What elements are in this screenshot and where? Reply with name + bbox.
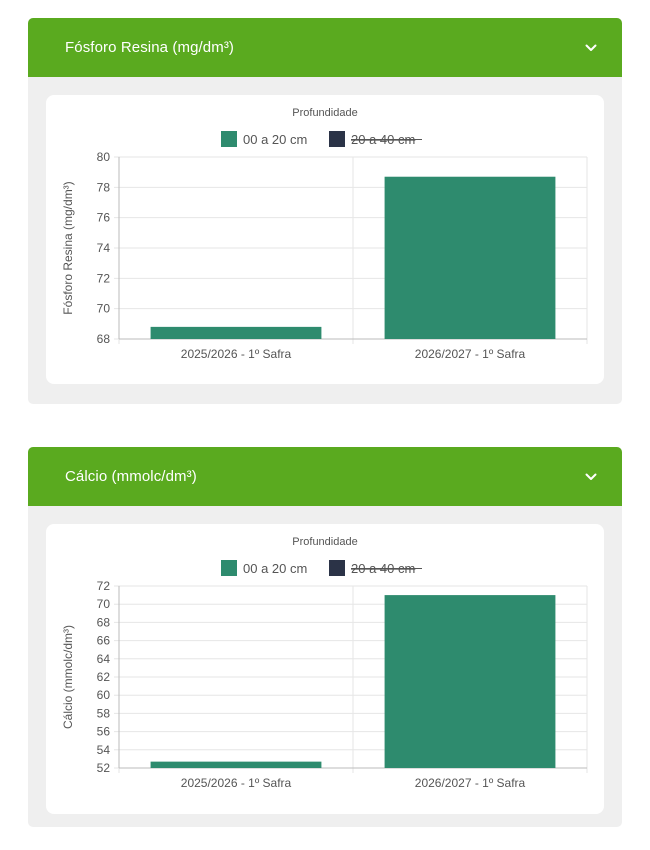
- phosphorus-chart: Profundidade 00 a 20 cm 20 a 40 cm 68 70 72 74…: [61, 107, 588, 361]
- legend-swatch: [221, 131, 237, 147]
- y-axis-label: Cálcio (mmolc/dm³): [61, 625, 75, 729]
- legend-title: Profundidade: [292, 536, 357, 548]
- y-tick-label: 62: [97, 670, 111, 684]
- calcium-panel: Cálcio (mmolc/dm³) Profundidade 00 a 20 c…: [28, 447, 622, 827]
- y-tick-label: 64: [97, 652, 111, 666]
- y-tick-label: 52: [97, 761, 111, 775]
- panel-title: Cálcio (mmolc/dm³): [65, 468, 197, 485]
- bar: [150, 761, 322, 768]
- x-tick-label: 2025/2026 - 1º Safra: [181, 347, 292, 361]
- y-axis-label: Fósforo Resina (mg/dm³): [61, 181, 75, 314]
- y-tick-label: 58: [97, 706, 111, 720]
- chart-card: Profundidade 00 a 20 cm 20 a 40 cm 68 70 72 74…: [46, 95, 604, 384]
- y-tick-label: 70: [97, 302, 111, 316]
- phosphorus-panel: Fósforo Resina (mg/dm³) Profundidade 00 a…: [28, 18, 622, 404]
- x-tick-label: 2026/2027 - 1º Safra: [415, 347, 526, 361]
- y-tick-label: 68: [97, 615, 111, 629]
- y-tick-label: 70: [97, 597, 111, 611]
- legend-label: 00 a 20 cm: [243, 561, 307, 576]
- y-tick-label: 76: [97, 211, 111, 225]
- legend-item[interactable]: 00 a 20 cm: [221, 131, 307, 147]
- bar: [384, 595, 556, 768]
- legend-item[interactable]: 20 a 40 cm: [329, 560, 422, 576]
- y-tick-label: 68: [97, 332, 111, 346]
- bar: [150, 326, 322, 339]
- y-tick-label: 72: [97, 579, 111, 593]
- calcium-panel-header[interactable]: Cálcio (mmolc/dm³): [28, 447, 622, 506]
- chevron-down-icon[interactable]: [584, 41, 598, 55]
- panel-title: Fósforo Resina (mg/dm³): [65, 39, 235, 56]
- phosphorus-panel-header[interactable]: Fósforo Resina (mg/dm³): [28, 18, 622, 77]
- legend-item[interactable]: 20 a 40 cm: [329, 131, 422, 147]
- x-tick-label: 2026/2027 - 1º Safra: [415, 776, 526, 790]
- y-tick-label: 60: [97, 688, 111, 702]
- y-tick-label: 80: [97, 150, 111, 164]
- legend-item[interactable]: 00 a 20 cm: [221, 560, 307, 576]
- y-tick-label: 56: [97, 725, 111, 739]
- legend-swatch: [329, 560, 345, 576]
- y-tick-label: 74: [97, 241, 111, 255]
- chart-card: Profundidade 00 a 20 cm 20 a 40 cm 52 54 56 58…: [46, 524, 604, 814]
- chevron-down-icon[interactable]: [584, 470, 598, 484]
- y-tick-label: 66: [97, 634, 111, 648]
- y-tick-label: 78: [97, 180, 111, 194]
- calcium-chart: Profundidade 00 a 20 cm 20 a 40 cm 52 54 56 58…: [61, 536, 588, 790]
- y-tick-label: 72: [97, 271, 111, 285]
- legend-title: Profundidade: [292, 107, 357, 119]
- legend-swatch: [329, 131, 345, 147]
- legend-label: 00 a 20 cm: [243, 132, 307, 147]
- bar: [384, 176, 556, 339]
- x-tick-label: 2025/2026 - 1º Safra: [181, 776, 292, 790]
- legend-swatch: [221, 560, 237, 576]
- y-tick-label: 54: [97, 743, 111, 757]
